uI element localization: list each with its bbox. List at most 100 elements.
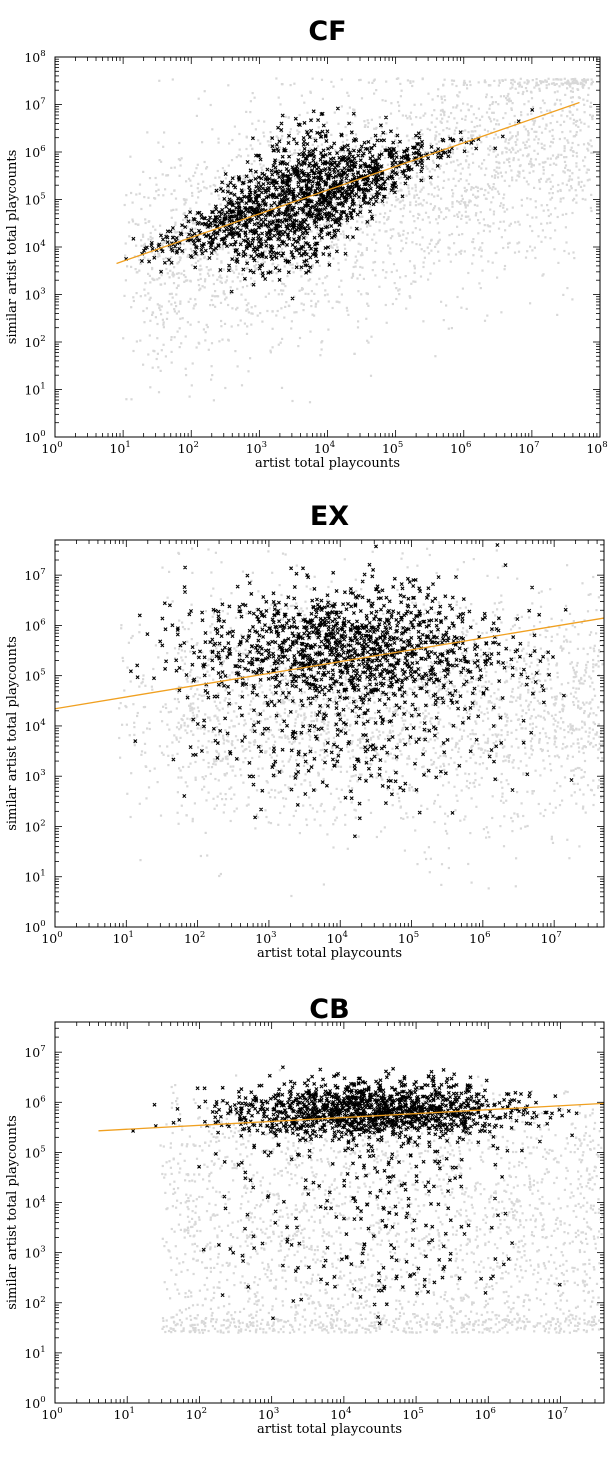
background-point	[251, 670, 254, 673]
background-point	[180, 776, 183, 779]
background-point	[444, 755, 447, 758]
background-point	[130, 636, 133, 640]
background-point	[566, 115, 569, 118]
background-point	[529, 160, 532, 163]
background-point	[537, 714, 540, 717]
background-point	[154, 316, 157, 319]
background-point	[359, 741, 362, 744]
background-point	[433, 207, 436, 210]
background-point	[242, 724, 246, 727]
background-point	[224, 793, 227, 796]
background-point	[491, 261, 494, 264]
background-point	[178, 256, 181, 259]
background-point	[420, 666, 423, 669]
x-tick-label: 108	[586, 440, 607, 456]
background-point	[230, 325, 233, 328]
background-point	[465, 179, 468, 182]
background-point	[401, 726, 404, 730]
background-point	[370, 137, 373, 140]
background-point	[544, 808, 547, 812]
background-point	[157, 391, 161, 394]
background-point	[220, 656, 223, 659]
background-point	[206, 854, 209, 857]
background-point	[323, 294, 327, 297]
background-point	[375, 776, 378, 779]
background-point	[303, 718, 306, 721]
background-point	[492, 183, 495, 186]
background-point	[299, 733, 302, 737]
background-point	[315, 788, 318, 791]
background-point	[374, 249, 377, 252]
background-point	[390, 102, 393, 105]
background-point	[214, 290, 217, 293]
background-point	[232, 710, 236, 713]
background-point	[288, 823, 291, 826]
chart-title: EX	[310, 501, 349, 532]
background-point	[477, 743, 480, 746]
background-point	[186, 680, 189, 683]
background-point	[409, 203, 412, 207]
background-point	[225, 199, 228, 202]
background-point	[221, 662, 224, 665]
background-point	[157, 194, 160, 197]
background-point	[573, 257, 576, 260]
background-point	[242, 733, 245, 736]
background-point	[160, 274, 163, 277]
background-point	[527, 708, 530, 711]
background-point	[278, 665, 281, 668]
background-point	[148, 298, 151, 301]
background-point	[328, 182, 331, 185]
background-point	[254, 683, 257, 686]
background-point	[286, 230, 289, 233]
background-point	[352, 646, 355, 649]
background-point	[530, 163, 534, 166]
background-point	[389, 112, 393, 115]
background-point	[292, 741, 295, 744]
background-point	[172, 208, 175, 211]
background-point	[561, 182, 564, 185]
background-point	[348, 106, 351, 109]
background-point	[445, 216, 448, 219]
background-point	[293, 295, 296, 298]
background-point	[453, 117, 456, 120]
background-point	[178, 346, 181, 349]
background-point	[209, 304, 212, 307]
background-point	[351, 275, 355, 278]
background-point	[550, 617, 553, 620]
background-point	[459, 252, 462, 255]
background-point	[371, 269, 374, 272]
background-point	[278, 183, 281, 187]
background-point	[387, 244, 390, 247]
background-point	[446, 815, 449, 818]
background-point	[245, 612, 248, 615]
background-point	[414, 204, 417, 207]
background-point	[531, 722, 534, 725]
background-point	[594, 664, 597, 667]
background-point	[184, 729, 187, 732]
background-point	[245, 804, 248, 807]
background-point	[362, 166, 366, 169]
background-point	[543, 161, 546, 164]
background-point	[293, 311, 296, 314]
background-point	[314, 674, 317, 677]
background-point	[332, 691, 335, 694]
background-point	[586, 653, 589, 656]
background-point	[449, 260, 452, 263]
background-point	[543, 148, 546, 151]
background-point	[220, 325, 223, 328]
background-point	[518, 223, 521, 226]
background-point	[254, 827, 257, 830]
background-point	[495, 549, 498, 552]
background-points	[159, 1069, 604, 1334]
background-point	[180, 157, 183, 160]
background-point	[217, 779, 220, 782]
background-point	[412, 816, 415, 819]
background-point	[583, 711, 586, 715]
background-point	[389, 209, 392, 212]
background-point	[512, 759, 515, 762]
background-point	[476, 190, 480, 193]
background-point	[197, 259, 200, 263]
background-point	[263, 120, 266, 123]
background-point	[226, 758, 229, 761]
background-point	[354, 816, 357, 819]
